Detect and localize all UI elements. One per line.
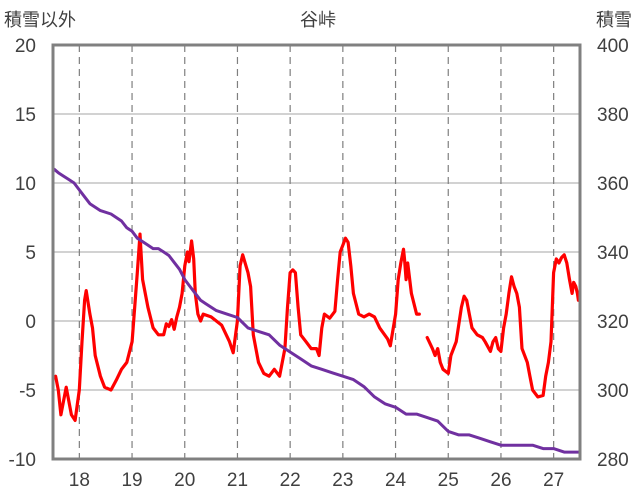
y-right-tick-label: 360 [597, 174, 629, 195]
y-right-tick-label: 400 [597, 36, 629, 57]
x-tick-label: 19 [121, 470, 142, 491]
y-left-tick-label: 0 [25, 312, 36, 333]
series-group [52, 167, 582, 454]
chart-title: 谷峠 [300, 10, 336, 31]
y-right-tick-label: 320 [597, 312, 629, 333]
y-left-tick-label: -5 [19, 381, 36, 402]
x-tick-label: 25 [438, 470, 459, 491]
right-axis-title: 積雪 [596, 10, 632, 31]
y-right-tick-label: 380 [597, 105, 629, 126]
x-tick-label: 18 [69, 470, 90, 491]
y-right-tick-label: 280 [597, 450, 629, 471]
x-tick-label: 24 [385, 470, 407, 491]
x-tick-label: 26 [490, 470, 511, 491]
series-line-right-0 [52, 167, 582, 454]
tick-labels: 20 15 10 5 0 -5 -10 400 380 360 340 320 300 280 18 19 20… [9, 36, 629, 491]
x-tick-label: 20 [174, 470, 195, 491]
y-left-tick-label: -10 [9, 450, 36, 471]
y-right-tick-label: 300 [597, 381, 629, 402]
y-left-tick-label: 15 [15, 105, 36, 126]
series-line-left-1 [425, 253, 580, 399]
y-left-tick-label: 5 [25, 243, 36, 264]
left-axis-title: 積雪以外 [4, 10, 76, 31]
x-tick-label: 21 [227, 470, 248, 491]
y-right-tick-label: 340 [597, 243, 629, 264]
x-tick-label: 27 [543, 470, 564, 491]
gridlines [53, 44, 580, 460]
plot-area-border [51, 43, 582, 461]
x-tick-label: 22 [280, 470, 301, 491]
y-left-tick-label: 10 [15, 174, 36, 195]
series-line-left-0 [54, 232, 421, 422]
x-tick-label: 23 [332, 470, 353, 491]
y-left-tick-label: 20 [15, 36, 36, 57]
